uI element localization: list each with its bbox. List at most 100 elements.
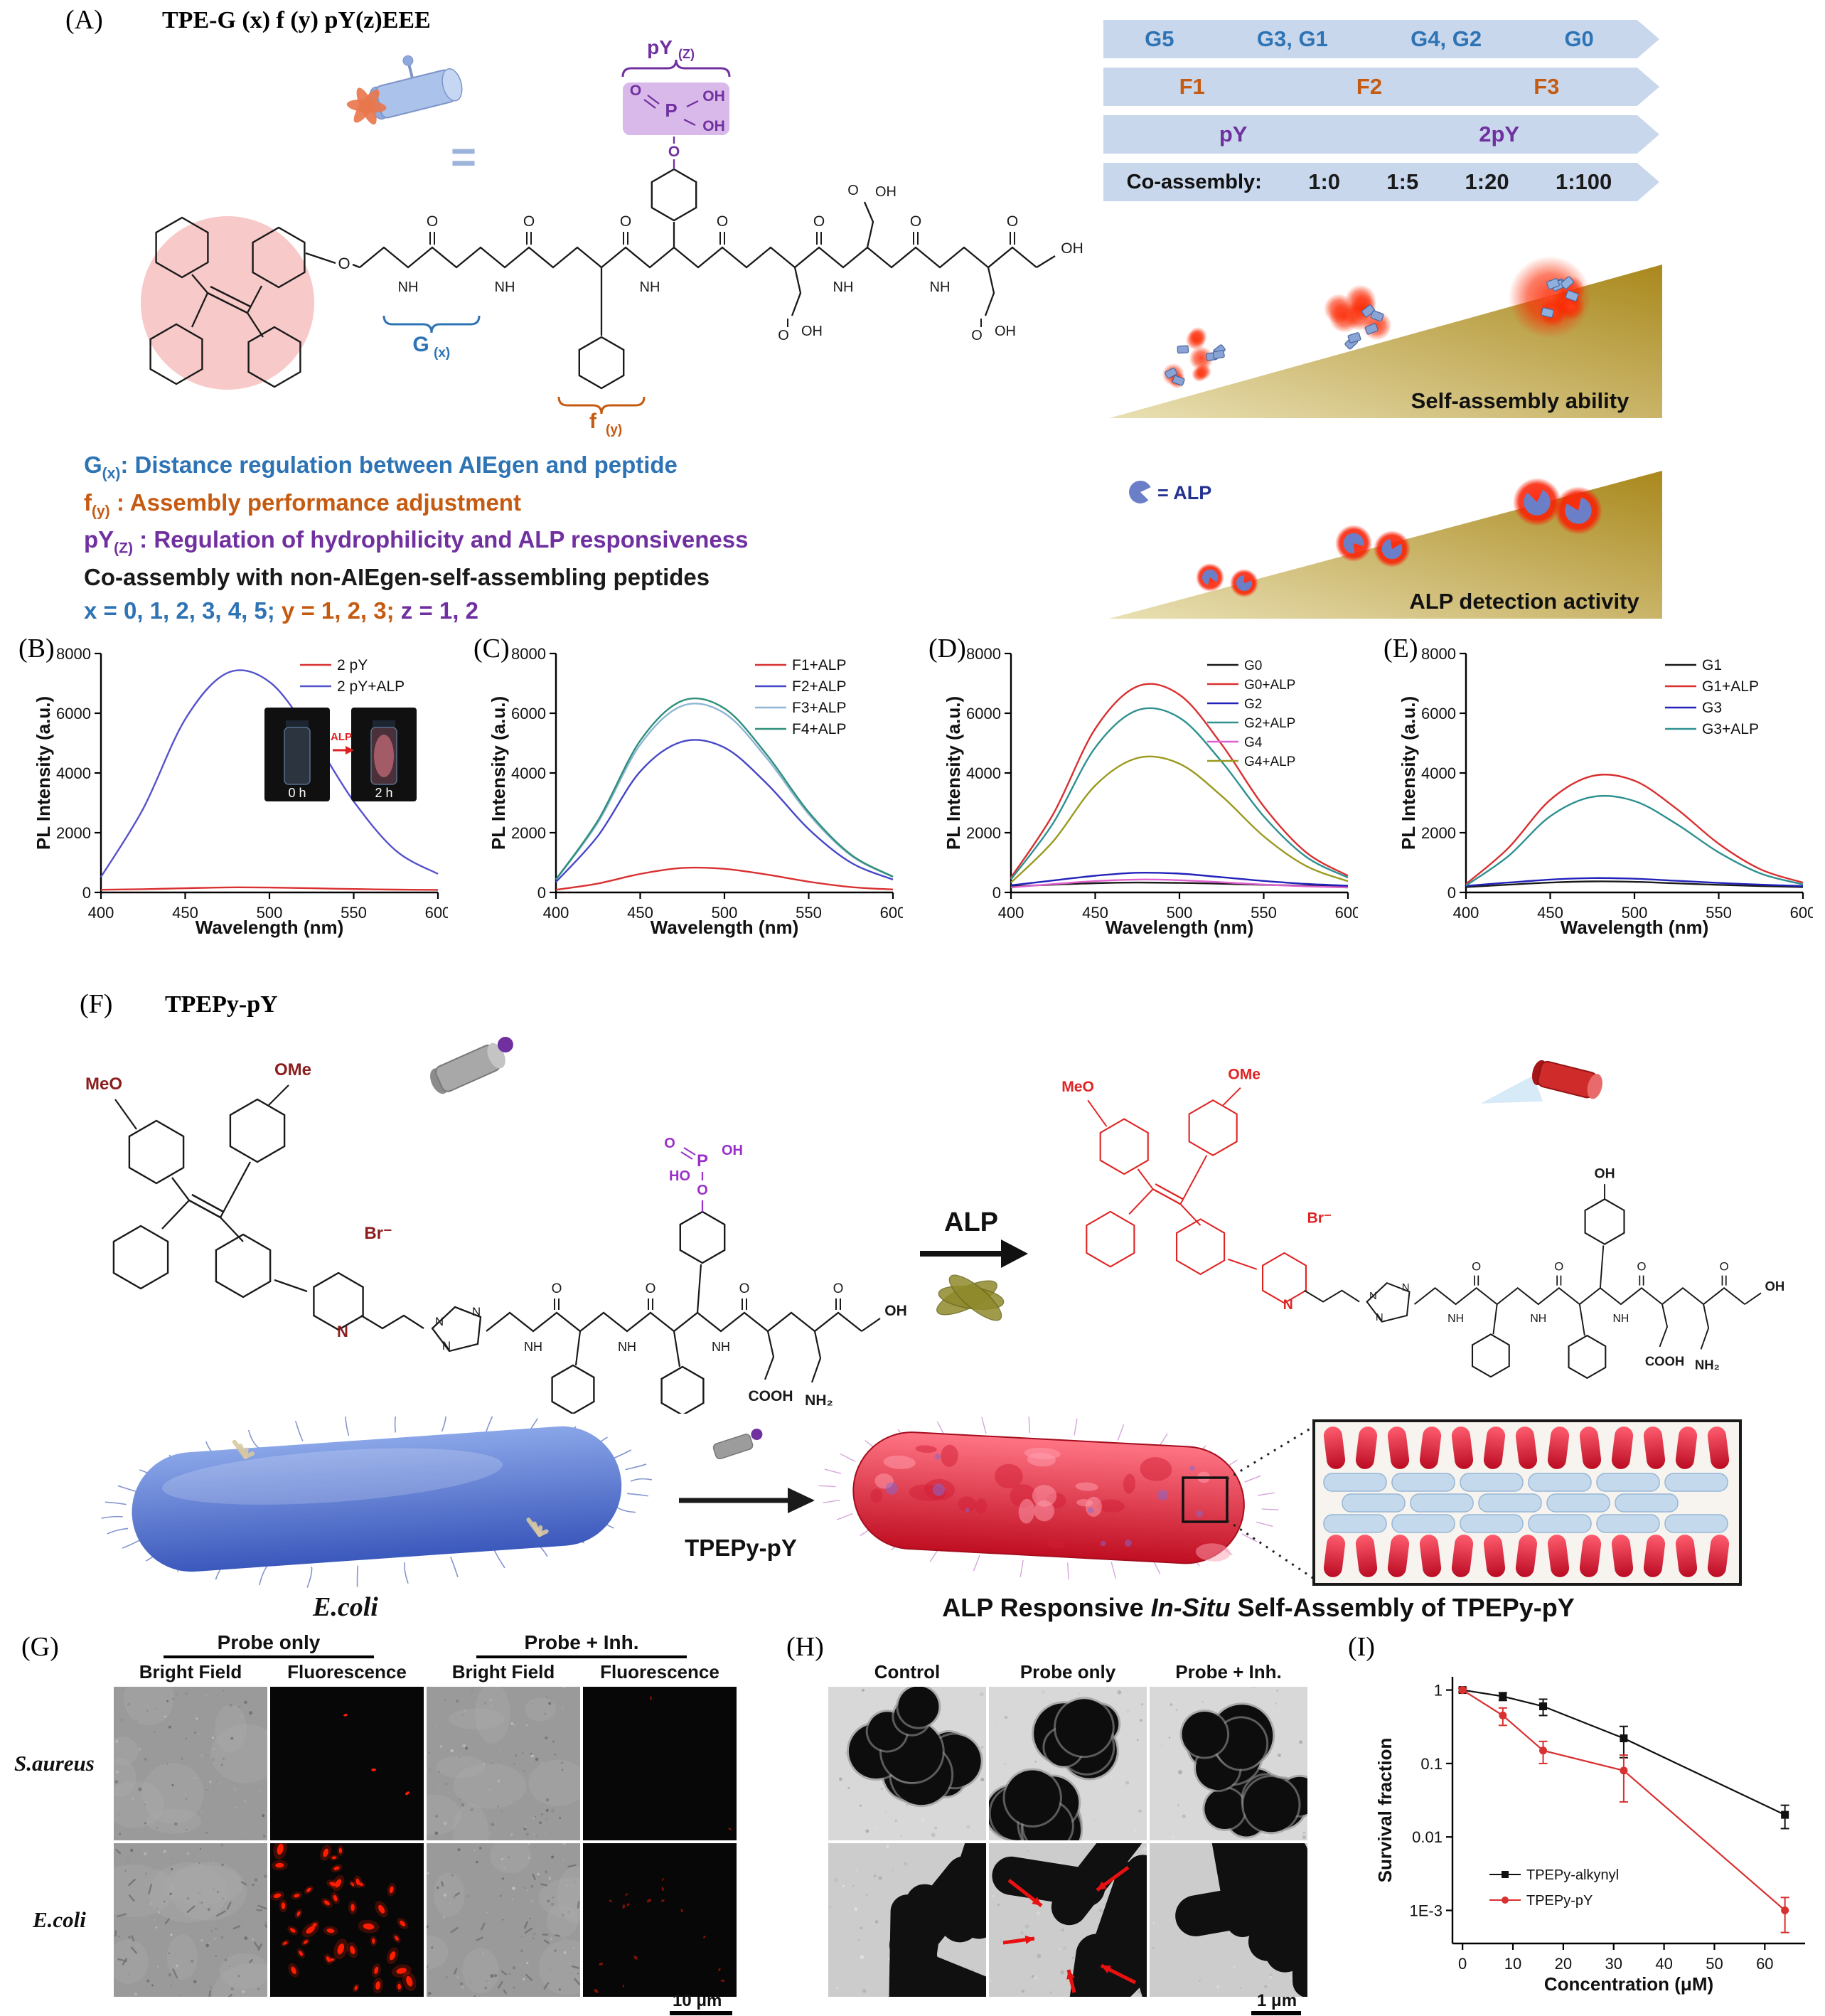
svg-text:O: O xyxy=(427,213,438,230)
self-assembly-wedge: Self-assembly ability xyxy=(1109,256,1662,418)
micrograph-cell xyxy=(583,1843,737,1997)
panel-d-label: (D) xyxy=(928,634,966,663)
micrograph-cell xyxy=(583,1687,737,1840)
svg-text:1: 1 xyxy=(1434,1682,1443,1700)
svg-text:OH: OH xyxy=(1595,1166,1615,1181)
micrograph-cell xyxy=(114,1843,267,1997)
svg-text:PL Intensity (a.u.): PL Intensity (a.u.) xyxy=(33,696,54,850)
svg-text:NH: NH xyxy=(1612,1313,1629,1325)
panel-a-label: (A) xyxy=(65,5,103,35)
tem-cell xyxy=(828,1687,986,1840)
svg-text:Br⁻: Br⁻ xyxy=(364,1224,392,1243)
svg-text:F2+ALP: F2+ALP xyxy=(792,678,846,695)
svg-text:500: 500 xyxy=(257,904,283,922)
svg-text:6000: 6000 xyxy=(966,705,1001,722)
svg-text:Self-assembly ability: Self-assembly ability xyxy=(1411,388,1629,413)
panel-h-label: (H) xyxy=(786,1632,824,1662)
process-arrow-banner: Co-assembly: 1:0 1:5 1:20 1:100 xyxy=(1103,163,1659,201)
svg-text:NH: NH xyxy=(833,279,854,295)
micrograph-cell xyxy=(427,1687,580,1840)
svg-text:30: 30 xyxy=(1605,1955,1622,1973)
tem-cell xyxy=(989,1687,1147,1840)
chart-c: 0 2000 4000 6000 8000 400 450 500 550 600 Waveleng… xyxy=(483,644,906,949)
svg-text:O: O xyxy=(646,1281,656,1296)
svg-text:NH: NH xyxy=(1530,1313,1546,1325)
svg-text:10: 10 xyxy=(1504,1955,1521,1973)
svg-text:2000: 2000 xyxy=(511,824,546,842)
svg-text:= ALP: = ALP xyxy=(1157,482,1211,503)
svg-text:600: 600 xyxy=(880,904,903,922)
alp-detection-wedge: ALP detection activity = ALP xyxy=(1109,471,1662,619)
svg-text:OH: OH xyxy=(995,324,1016,339)
svg-text:450: 450 xyxy=(627,904,653,922)
svg-text:PL Intensity (a.u.): PL Intensity (a.u.) xyxy=(1398,696,1419,850)
svg-text:500: 500 xyxy=(1622,904,1648,922)
svg-text:O: O xyxy=(668,144,680,160)
svg-text:NH: NH xyxy=(618,1340,636,1354)
svg-text:NH: NH xyxy=(640,279,660,295)
tem-cell xyxy=(1150,1687,1307,1840)
panel-a-structure: = O O O O O O O O NH NH NH NH NH G (x) f (y) O P O OH OH pY (Z) O… xyxy=(141,36,1083,437)
svg-text:1E-3: 1E-3 xyxy=(1410,1902,1443,1920)
ecoli-label: E.coli xyxy=(313,1592,378,1622)
caption-part3: Self-Assembly of TPEPy-pY xyxy=(1230,1593,1575,1622)
panel-a-legend-line: pY(Z) : Regulation of hydrophilicity and… xyxy=(84,526,749,557)
micrograph-cell xyxy=(114,1687,267,1840)
panel-f-bacteria: TPEPy-pY xyxy=(101,1417,1742,1588)
svg-text:NH: NH xyxy=(398,279,419,295)
chart-survival: 0 10 20 30 40 50 60 1 0.1 0.01 1E-3 Concentration (… xyxy=(1369,1661,1816,2006)
svg-text:O: O xyxy=(620,213,631,230)
svg-text:O: O xyxy=(1472,1260,1481,1274)
svg-text:Survival fraction: Survival fraction xyxy=(1374,1738,1396,1883)
svg-text:O: O xyxy=(1007,213,1018,230)
svg-text:PL Intensity (a.u.): PL Intensity (a.u.) xyxy=(943,696,964,850)
svg-text:2 h: 2 h xyxy=(375,786,392,800)
micrograph-cell xyxy=(270,1687,424,1840)
svg-text:550: 550 xyxy=(796,904,822,922)
svg-text:0: 0 xyxy=(1458,1955,1467,1973)
svg-text:NH₂: NH₂ xyxy=(1695,1358,1720,1372)
caption-part2: In-Situ xyxy=(1150,1593,1231,1622)
panel-i-label: (I) xyxy=(1348,1632,1375,1662)
svg-text:pY: pY xyxy=(647,36,673,58)
svg-text:4000: 4000 xyxy=(511,764,546,782)
svg-text:ALP detection activity: ALP detection activity xyxy=(1409,589,1639,614)
svg-text:OH: OH xyxy=(722,1143,743,1158)
svg-text:0: 0 xyxy=(992,884,1001,902)
svg-text:G: G xyxy=(412,333,429,356)
micrograph-cell xyxy=(270,1843,424,1997)
col-bright-field-2: Bright Field xyxy=(451,1661,555,1682)
svg-text:O: O xyxy=(1637,1260,1646,1274)
process-arrow-banner: pY 2pY xyxy=(1103,115,1659,154)
svg-text:550: 550 xyxy=(341,904,367,922)
svg-text:0.1: 0.1 xyxy=(1420,1755,1443,1773)
probe-only-header: Probe only xyxy=(164,1631,374,1658)
svg-text:O: O xyxy=(778,328,789,343)
panel-a-legend-line: G(x): Distance regulation between AIEgen… xyxy=(84,452,678,482)
svg-text:G3: G3 xyxy=(1702,700,1722,716)
svg-text:HO: HO xyxy=(669,1168,690,1184)
process-arrow-banner: G5 G3, G1 G4, G2 G0 xyxy=(1103,20,1659,58)
svg-text:P: P xyxy=(665,100,677,121)
chart-E: 0 2000 4000 6000 8000 400 450 500 550 600 Waveleng… xyxy=(1398,645,1816,938)
row-saureus: S.aureus xyxy=(14,1751,95,1776)
svg-text:MeO: MeO xyxy=(1061,1079,1094,1095)
svg-text:500: 500 xyxy=(1167,904,1193,922)
svg-text:=: = xyxy=(451,133,476,182)
svg-text:G1+ALP: G1+ALP xyxy=(1702,678,1759,695)
svg-text:8000: 8000 xyxy=(1421,645,1456,663)
svg-text:O: O xyxy=(1554,1260,1563,1274)
scale-bar-10um: 10 μm xyxy=(673,1991,722,2010)
svg-text:4000: 4000 xyxy=(966,764,1001,782)
svg-text:0.01: 0.01 xyxy=(1412,1828,1443,1846)
svg-text:ALP: ALP xyxy=(944,1207,998,1237)
chart-b: 0 2000 4000 6000 8000 400 450 500 550 600 Waveleng… xyxy=(28,644,451,949)
svg-text:G4: G4 xyxy=(1244,735,1263,750)
svg-text:Br⁻: Br⁻ xyxy=(1307,1210,1332,1227)
svg-text:O: O xyxy=(697,1183,708,1198)
svg-text:N: N xyxy=(337,1323,348,1340)
svg-text:NH: NH xyxy=(495,279,515,295)
svg-text:COOH: COOH xyxy=(749,1388,793,1404)
svg-text:2000: 2000 xyxy=(966,824,1001,842)
svg-text:O: O xyxy=(552,1281,562,1296)
